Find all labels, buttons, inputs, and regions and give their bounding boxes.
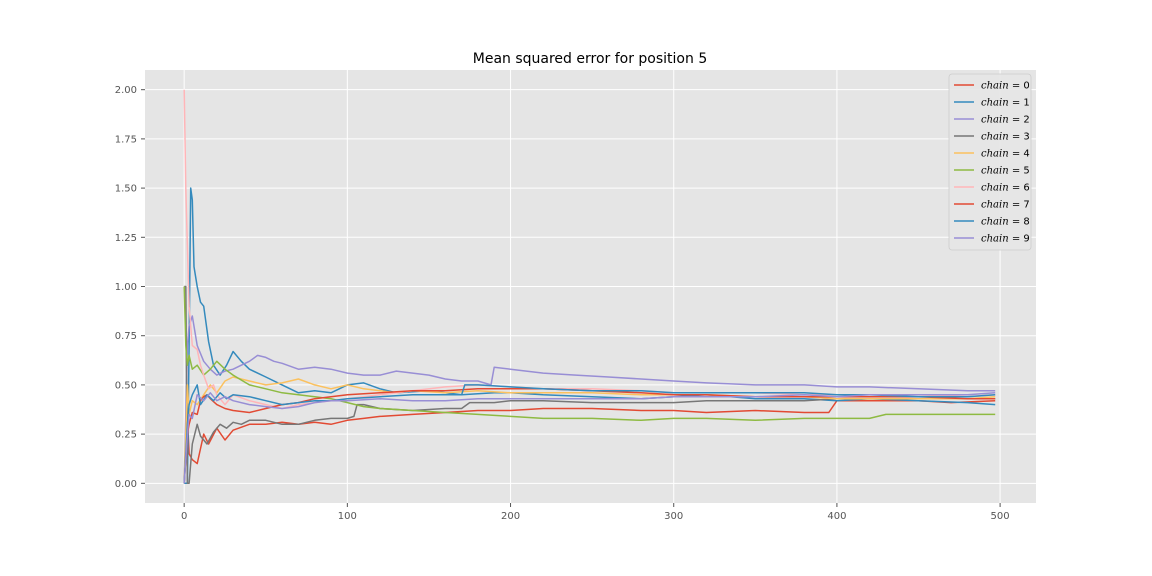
legend-equals: = [1009, 234, 1024, 245]
x-tick-label: 100 [338, 511, 357, 522]
legend-box [948, 73, 1032, 251]
legend-equals: = [1009, 200, 1024, 211]
legend-equals: = [1009, 149, 1024, 160]
legend-value: 3 [1023, 132, 1029, 143]
axis-ticks: 0.00 0.25 0.50 0.75 1.00 1.25 1.50 1.75 2.00 0 100… [115, 85, 1010, 522]
legend-value: 6 [1023, 183, 1029, 194]
y-tick-label: 0.75 [115, 331, 137, 342]
legend-variable: chain [981, 98, 1009, 109]
legend-value: 8 [1023, 217, 1029, 228]
series-line-chain-3 [184, 285, 996, 485]
legend-value: 9 [1023, 234, 1029, 245]
legend-label-chain-8: chain = 8 [981, 217, 1030, 228]
y-tick-label: 1.00 [115, 282, 137, 293]
y-tick-label: 0.50 [115, 380, 137, 391]
legend-label-chain-4: chain = 4 [981, 149, 1030, 160]
legend-value: 5 [1023, 166, 1029, 177]
series-line-chain-2 [183, 315, 996, 484]
legend-equals: = [1009, 81, 1024, 92]
chart-title: Mean squared error for position 5 [473, 51, 707, 67]
legend-variable: chain [981, 166, 1009, 177]
y-tick-label: 1.50 [115, 184, 137, 195]
legend-equals: = [1009, 132, 1024, 143]
legend-variable: chain [981, 115, 1009, 126]
x-tick-label: 200 [501, 511, 520, 522]
legend-equals: = [1009, 98, 1024, 109]
y-tick-label: 0.25 [115, 430, 137, 441]
y-tick-label: 0.00 [115, 479, 137, 490]
y-tick-label: 1.25 [115, 233, 137, 244]
series-lines [183, 89, 996, 485]
legend-label-chain-1: chain = 1 [981, 98, 1030, 109]
legend-variable: chain [981, 234, 1009, 245]
legend-variable: chain [981, 200, 1009, 211]
legend-equals: = [1009, 166, 1024, 177]
legend-value: 1 [1023, 98, 1029, 109]
y-tick-label: 1.75 [115, 134, 137, 145]
legend-variable: chain [981, 217, 1009, 228]
x-tick-label: 500 [991, 511, 1010, 522]
series-line-chain-9 [183, 392, 996, 484]
x-tick-label: 400 [827, 511, 846, 522]
legend-variable: chain [981, 149, 1009, 160]
y-tick-label: 2.00 [115, 85, 137, 96]
series-line-chain-8 [183, 384, 996, 484]
x-tick-label: 300 [664, 511, 683, 522]
legend-label-chain-5: chain = 5 [981, 166, 1030, 177]
legend-variable: chain [981, 81, 1009, 92]
legend-value: 2 [1023, 115, 1029, 126]
legend-equals: = [1009, 115, 1024, 126]
legend-variable: chain [981, 132, 1009, 143]
legend-equals: = [1009, 183, 1024, 194]
legend-label-chain-6: chain = 6 [981, 183, 1030, 194]
legend-label-chain-3: chain = 3 [981, 132, 1030, 143]
x-tick-label: 0 [181, 511, 187, 522]
legend-value: 7 [1023, 200, 1029, 211]
legend-label-chain-9: chain = 9 [981, 234, 1030, 245]
legend-equals: = [1009, 217, 1024, 228]
legend-value: 4 [1023, 149, 1029, 160]
gridlines [145, 70, 1036, 503]
legend-label-chain-0: chain = 0 [981, 81, 1030, 92]
legend-value: 0 [1023, 81, 1029, 92]
legend-label-chain-2: chain = 2 [981, 115, 1030, 126]
legend-variable: chain [981, 183, 1009, 194]
legend-label-chain-7: chain = 7 [981, 200, 1030, 211]
